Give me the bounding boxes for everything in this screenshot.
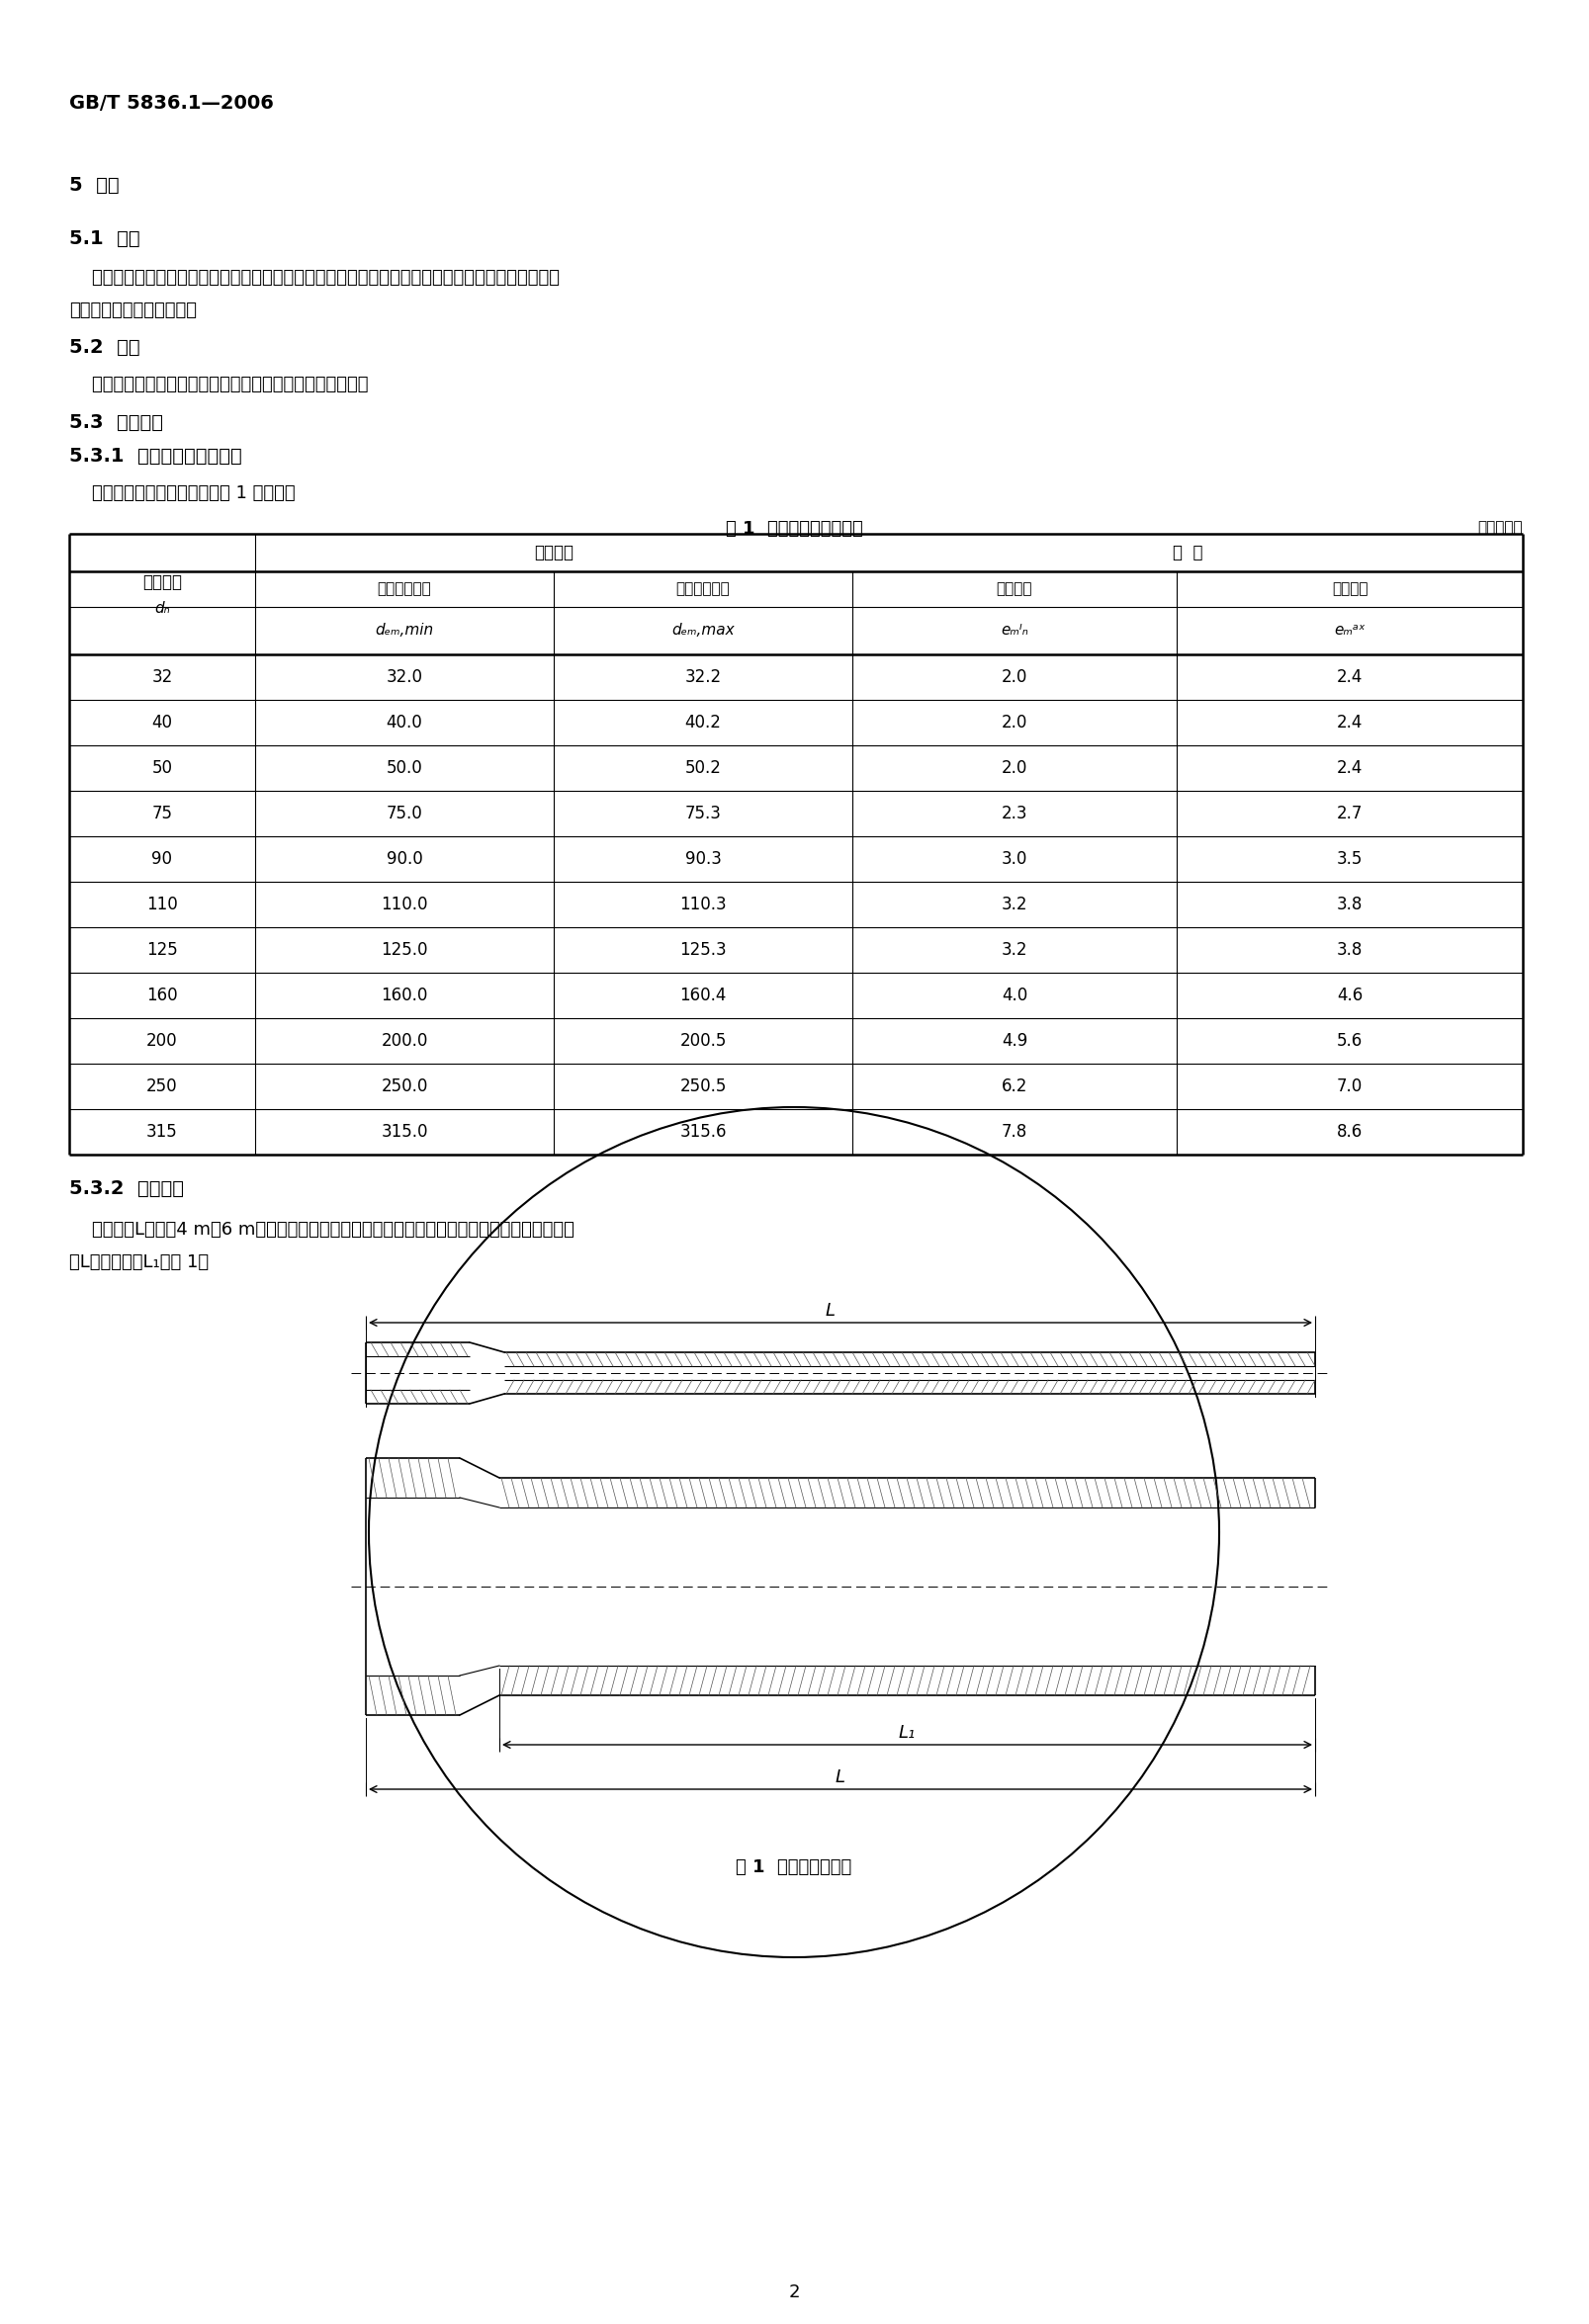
- Text: eₘᴵₙ: eₘᴵₙ: [1001, 623, 1028, 639]
- Text: 单位为毫米: 单位为毫米: [1478, 521, 1522, 535]
- Text: 3.8: 3.8: [1336, 895, 1363, 913]
- Text: 110.3: 110.3: [680, 895, 726, 913]
- Text: 50: 50: [153, 760, 173, 776]
- Text: 3.5: 3.5: [1336, 851, 1363, 867]
- Text: 4.0: 4.0: [1001, 988, 1028, 1004]
- Text: 5.6: 5.6: [1336, 1032, 1363, 1050]
- Text: 90.0: 90.0: [386, 851, 423, 867]
- Text: 90.3: 90.3: [685, 851, 721, 867]
- Text: 表 1  管材平均外径、壁厚: 表 1 管材平均外径、壁厚: [726, 521, 863, 537]
- Text: 公称外径: 公称外径: [143, 574, 181, 590]
- Text: 200: 200: [146, 1032, 178, 1050]
- Text: 200.5: 200.5: [680, 1032, 726, 1050]
- Text: 6.2: 6.2: [1001, 1078, 1028, 1095]
- Text: 管材一般为灰色或白色，其他颜色可由供需双方协商确定。: 管材一般为灰色或白色，其他颜色可由供需双方协商确定。: [70, 376, 369, 393]
- Text: 50.2: 50.2: [685, 760, 721, 776]
- Text: 2.4: 2.4: [1336, 669, 1363, 686]
- Text: 2.4: 2.4: [1336, 760, 1363, 776]
- Text: 2.0: 2.0: [1001, 760, 1028, 776]
- Text: 75.0: 75.0: [386, 804, 423, 823]
- Text: 最小壁厚: 最小壁厚: [996, 581, 1033, 597]
- Text: 4.9: 4.9: [1001, 1032, 1028, 1050]
- Text: 125: 125: [146, 941, 178, 960]
- Text: 75: 75: [153, 804, 173, 823]
- Text: 32.2: 32.2: [685, 669, 721, 686]
- Text: 75.3: 75.3: [685, 804, 721, 823]
- Text: 4.6: 4.6: [1336, 988, 1363, 1004]
- Text: 32.0: 32.0: [386, 669, 423, 686]
- Text: 2.0: 2.0: [1001, 669, 1028, 686]
- Text: 3.0: 3.0: [1001, 851, 1028, 867]
- Text: 管材长度L一般为4 m戹6 m，其他长度由供需双方协商确定，管材长度不允许有负偏差。管材长: 管材长度L一般为4 m戹6 m，其他长度由供需双方协商确定，管材长度不允许有负偏…: [70, 1220, 574, 1239]
- Text: 160.0: 160.0: [381, 988, 427, 1004]
- Text: 40: 40: [153, 713, 173, 732]
- Text: 2.4: 2.4: [1336, 713, 1363, 732]
- Text: 32: 32: [151, 669, 173, 686]
- Text: 5.1  外观: 5.1 外观: [70, 230, 140, 249]
- Text: 3.2: 3.2: [1001, 941, 1028, 960]
- Text: 图 1  管材长度示意图: 图 1 管材长度示意图: [736, 1859, 852, 1875]
- Text: 最小平均外径: 最小平均外径: [377, 581, 432, 597]
- Text: 50.0: 50.0: [386, 760, 423, 776]
- Text: 7.8: 7.8: [1001, 1122, 1028, 1141]
- Text: 315: 315: [146, 1122, 178, 1141]
- Text: L₁: L₁: [898, 1724, 915, 1741]
- Text: 125.3: 125.3: [680, 941, 726, 960]
- Text: 5.3.2  管材长度: 5.3.2 管材长度: [70, 1178, 184, 1199]
- Text: 平均外径: 平均外径: [534, 544, 574, 562]
- Text: 110.0: 110.0: [381, 895, 427, 913]
- Text: 最大壁厚: 最大壁厚: [1332, 581, 1368, 597]
- Text: 最大平均外径: 最大平均外径: [675, 581, 729, 597]
- Text: 250: 250: [146, 1078, 178, 1095]
- Text: 250.0: 250.0: [381, 1078, 427, 1095]
- Text: 5  要求: 5 要求: [70, 177, 119, 195]
- Text: 5.2  颜色: 5.2 颜色: [70, 337, 140, 358]
- Text: 315.0: 315.0: [381, 1122, 427, 1141]
- Text: 应切割平整并与轴线垂直。: 应切割平整并与轴线垂直。: [70, 302, 197, 318]
- Text: GB/T 5836.1—2006: GB/T 5836.1—2006: [70, 93, 273, 112]
- Text: 5.3.1  管材平均外径、壁厚: 5.3.1 管材平均外径、壁厚: [70, 446, 242, 465]
- Text: 2.3: 2.3: [1001, 804, 1028, 823]
- Text: 8.6: 8.6: [1336, 1122, 1363, 1141]
- Text: 度L、有效长度L₁见图 1。: 度L、有效长度L₁见图 1。: [70, 1253, 208, 1271]
- Text: 壁  厚: 壁 厚: [1173, 544, 1203, 562]
- Text: 3.8: 3.8: [1336, 941, 1363, 960]
- Text: 管材内外壁应光滑，不允许有气泡、裂口和明显的痕纹、凹陷、色泽不均及分解变色线。管材两端面: 管材内外壁应光滑，不允许有气泡、裂口和明显的痕纹、凹陷、色泽不均及分解变色线。管…: [70, 270, 559, 286]
- Text: eₘᵃˣ: eₘᵃˣ: [1335, 623, 1365, 639]
- Text: 7.0: 7.0: [1336, 1078, 1363, 1095]
- Text: 160.4: 160.4: [680, 988, 726, 1004]
- Text: 90: 90: [153, 851, 173, 867]
- Text: 2: 2: [788, 2284, 799, 2301]
- Text: 2.0: 2.0: [1001, 713, 1028, 732]
- Text: 5.3  规格尺寸: 5.3 规格尺寸: [70, 414, 164, 432]
- Text: 3.2: 3.2: [1001, 895, 1028, 913]
- Text: 250.5: 250.5: [680, 1078, 726, 1095]
- Text: L: L: [826, 1301, 836, 1320]
- Text: 110: 110: [146, 895, 178, 913]
- Text: dₙ: dₙ: [154, 600, 170, 616]
- Text: 40.0: 40.0: [386, 713, 423, 732]
- Text: 160: 160: [146, 988, 178, 1004]
- Text: dₑₘ,min: dₑₘ,min: [375, 623, 434, 639]
- Text: 2.7: 2.7: [1336, 804, 1363, 823]
- Text: dₑₘ,max: dₑₘ,max: [672, 623, 734, 639]
- Text: 40.2: 40.2: [685, 713, 721, 732]
- Text: 315.6: 315.6: [680, 1122, 726, 1141]
- Text: 管材平均外径、壁厚应符合表 1 的规定。: 管材平均外径、壁厚应符合表 1 的规定。: [70, 483, 296, 502]
- Text: L: L: [836, 1769, 845, 1787]
- Text: 200.0: 200.0: [381, 1032, 427, 1050]
- Text: 125.0: 125.0: [381, 941, 427, 960]
